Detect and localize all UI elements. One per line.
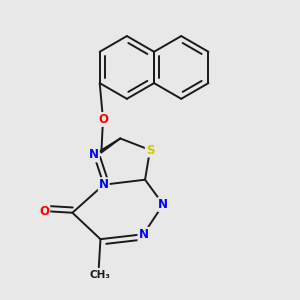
Text: O: O — [39, 205, 49, 218]
Text: CH₃: CH₃ — [90, 271, 111, 281]
Text: N: N — [99, 178, 109, 191]
Text: N: N — [158, 198, 168, 211]
Text: S: S — [146, 143, 154, 157]
Text: N: N — [138, 228, 148, 241]
Text: N: N — [89, 148, 99, 161]
Text: O: O — [98, 113, 108, 126]
